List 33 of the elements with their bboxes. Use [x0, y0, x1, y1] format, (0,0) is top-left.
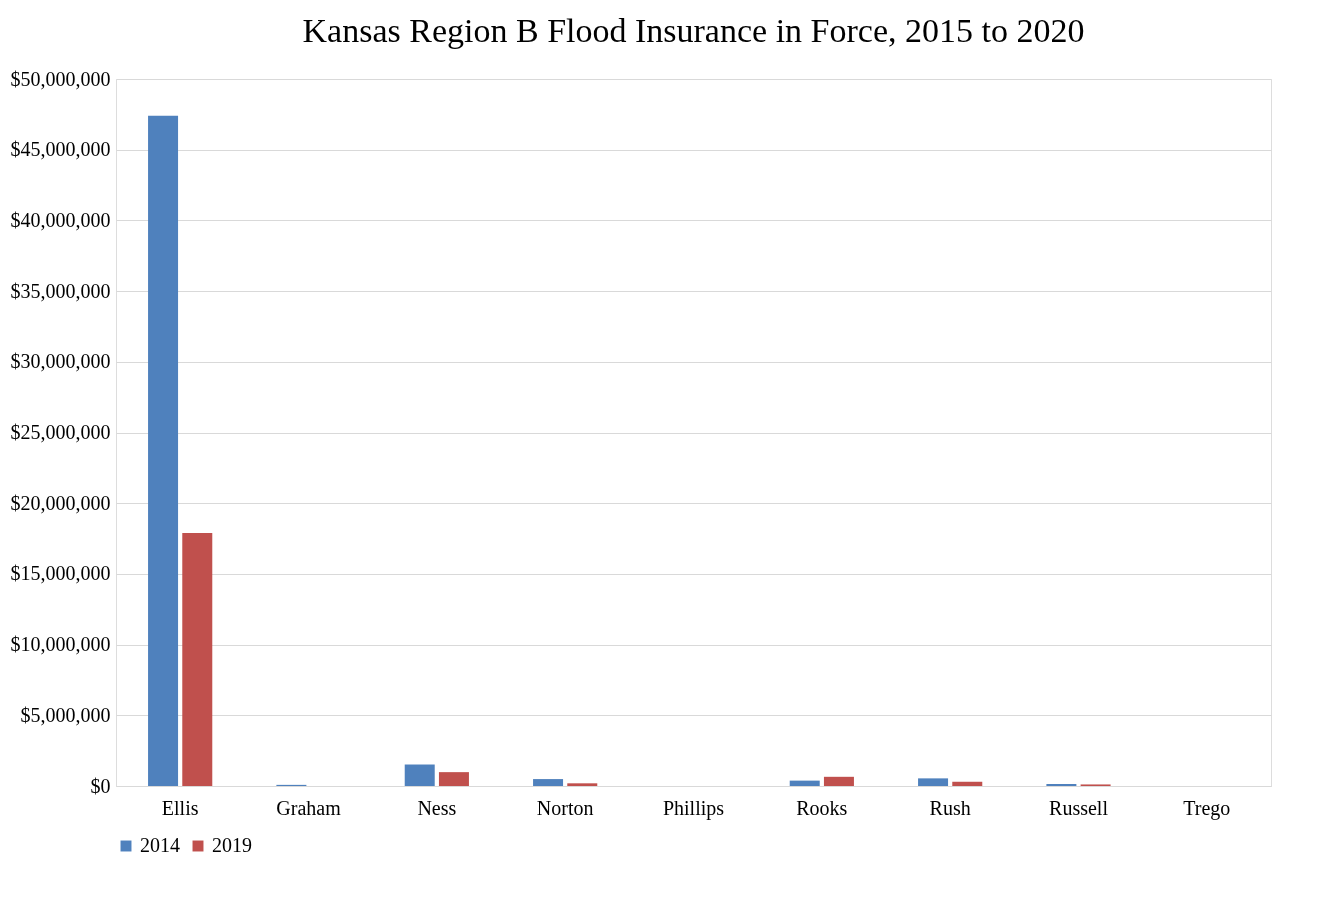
bar — [404, 764, 435, 786]
y-tick-label: $0 — [90, 774, 111, 797]
bar — [438, 772, 469, 786]
bar — [148, 115, 179, 786]
x-tick-label: Graham — [276, 796, 342, 819]
legend-label: 2019 — [212, 834, 252, 856]
x-tick-label: Phillips — [662, 796, 725, 820]
bar — [182, 532, 213, 786]
bar — [789, 780, 820, 786]
chart-title: Kansas Region B Flood Insurance in Force, 2015 to 2020 — [302, 12, 1085, 49]
y-tick-label: $45,000,000 — [10, 138, 111, 161]
legend-label: 2014 — [140, 834, 180, 856]
bar — [918, 778, 949, 786]
x-tick-label: Russell — [1049, 796, 1109, 819]
y-tick-label: $10,000,000 — [10, 633, 111, 656]
y-tick-label: $15,000,000 — [10, 562, 111, 585]
y-tick-label: $30,000,000 — [10, 350, 111, 373]
y-tick-label: $20,000,000 — [10, 491, 111, 514]
bar — [533, 779, 564, 786]
x-tick-label: Rooks — [796, 796, 848, 819]
x-tick-label: Rush — [929, 796, 971, 819]
bar — [567, 783, 598, 786]
x-tick-label: Trego — [1183, 796, 1231, 820]
x-tick-label: Ellis — [161, 796, 199, 819]
y-tick-label: $5,000,000 — [20, 703, 111, 726]
bar — [823, 776, 854, 786]
y-tick-label: $40,000,000 — [10, 208, 111, 231]
x-tick-label: Norton — [536, 796, 594, 819]
x-tick-label: Ness — [417, 796, 457, 819]
y-tick-label: $25,000,000 — [10, 421, 111, 443]
y-tick-label: $50,000,000 — [10, 67, 111, 90]
bar — [952, 781, 983, 786]
y-tick-label: $35,000,000 — [10, 279, 111, 302]
